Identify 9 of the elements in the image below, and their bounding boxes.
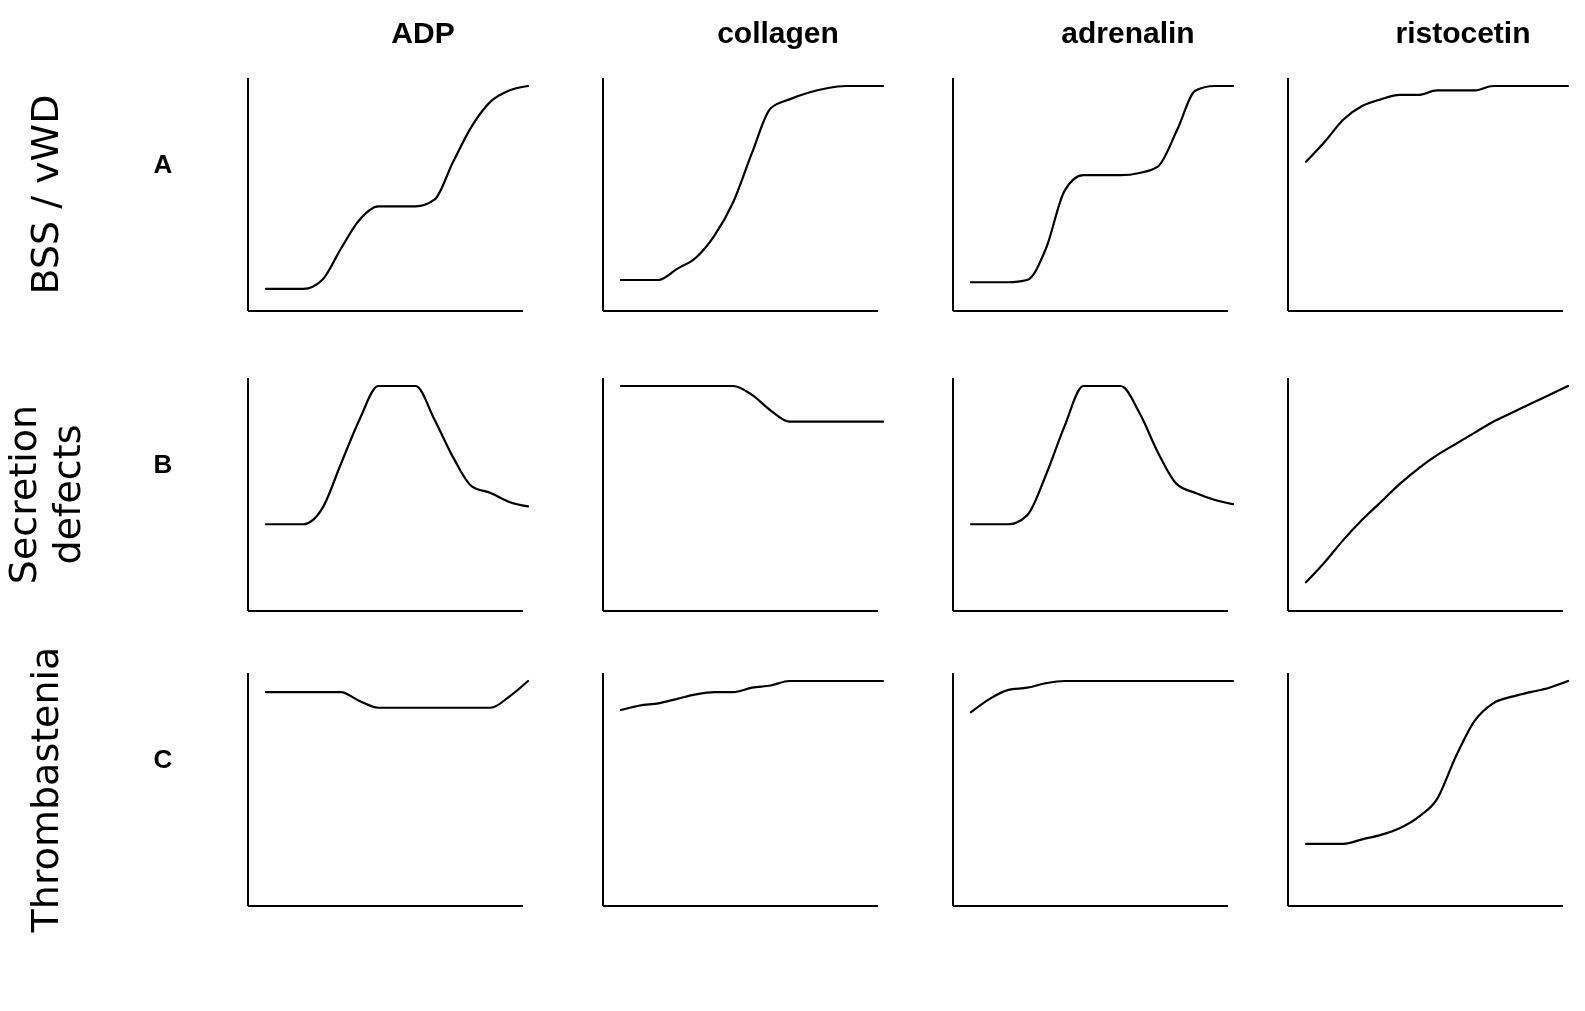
chart-title: adrenalin [1061,16,1195,49]
chart-title: ristocetin [1395,16,1531,49]
chart-title: collagen [717,16,839,49]
text: A [153,149,173,179]
y-axis-title: BSS / vWD [23,94,67,295]
text: C [153,744,173,774]
y-axis-title: Thrombastenia [23,646,67,934]
text: B [153,449,173,479]
chart-title: ADP [391,16,455,49]
